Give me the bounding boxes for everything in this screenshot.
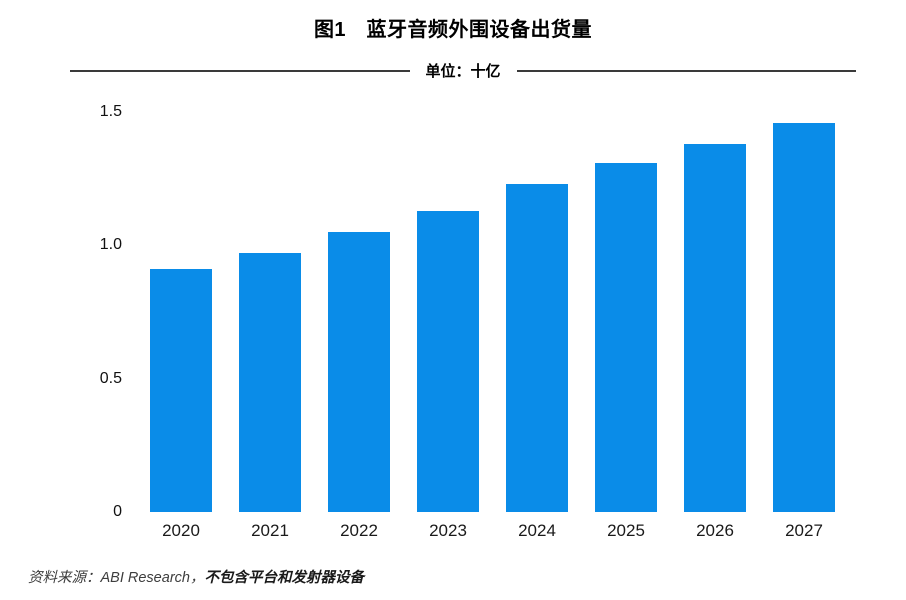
bar-column: 2020 <box>150 269 212 540</box>
x-tick-label: 2022 <box>340 521 378 540</box>
y-tick-label: 0 <box>113 503 122 520</box>
x-tick-label: 2026 <box>696 521 734 540</box>
bar-2023 <box>417 210 479 512</box>
source-prefix: 资料来源：ABI Research， <box>28 570 205 586</box>
bar-column: 2026 <box>684 144 746 540</box>
bar-column: 2024 <box>506 184 568 540</box>
y-axis: 0 0.5 1.0 1.5 <box>70 103 122 520</box>
subtitle-rule: 单位：十亿 <box>70 60 857 81</box>
bar-2027 <box>773 122 835 512</box>
rule-line-left <box>70 69 410 72</box>
x-tick-label: 2020 <box>162 521 200 540</box>
bar-2025 <box>595 162 657 512</box>
unit-label: 单位：十亿 <box>425 63 501 80</box>
y-tick-label: 1.5 <box>99 103 122 120</box>
x-tick-label: 2025 <box>607 521 645 540</box>
bar-column: 2027 <box>773 122 835 540</box>
bar-column: 2022 <box>328 232 390 540</box>
source-note-bold: 不包含平台和发射器设备 <box>204 570 364 586</box>
bar-2020 <box>150 269 212 512</box>
y-tick-label: 0.5 <box>99 369 122 387</box>
chart-title: 图1 蓝牙音频外围设备出货量 <box>313 19 593 41</box>
x-tick-label: 2024 <box>518 521 556 540</box>
x-tick-label: 2027 <box>785 521 823 540</box>
bar-2024 <box>506 184 568 512</box>
bar-column: 2021 <box>239 253 301 540</box>
bar-column: 2025 <box>595 162 657 540</box>
plot-area: 2020 2021 2022 2023 2024 2025 2026 2027 <box>150 112 835 540</box>
bar-2021 <box>239 253 301 512</box>
y-tick-label: 1.0 <box>99 236 122 254</box>
bar-column: 2023 <box>417 210 479 540</box>
source-note: 资料来源：ABI Research，不包含平台和发射器设备 <box>28 566 364 587</box>
x-tick-label: 2023 <box>429 521 467 540</box>
bar-2022 <box>328 232 390 512</box>
x-tick-label: 2021 <box>251 521 289 540</box>
rule-line-right <box>516 69 857 72</box>
bar-2026 <box>684 144 746 512</box>
